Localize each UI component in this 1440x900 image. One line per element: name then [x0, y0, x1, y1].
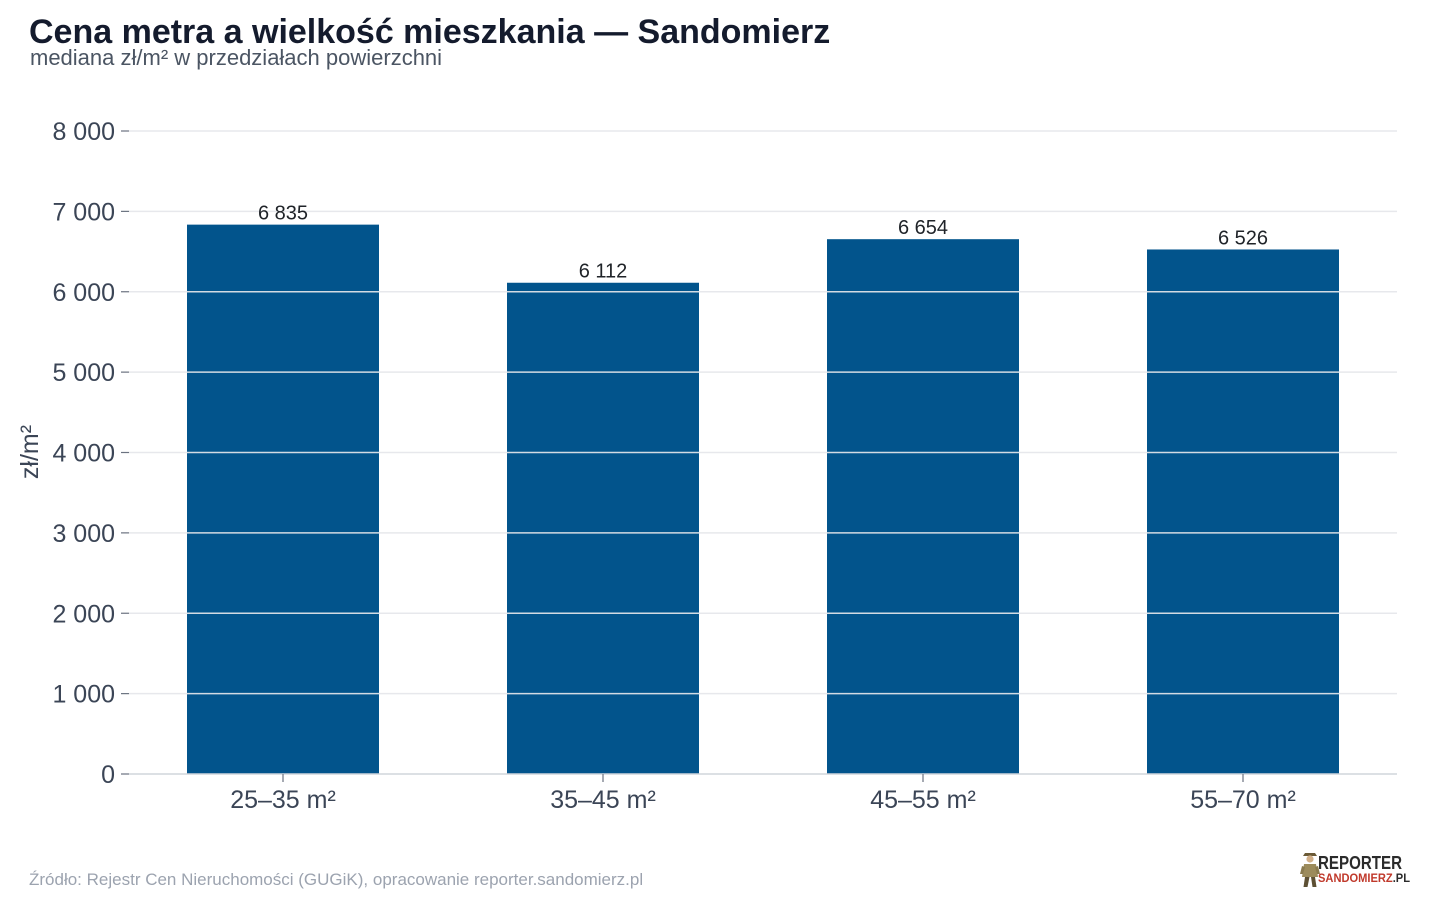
- chart-title: Cena metra a wielkość mieszkania — Sando…: [29, 13, 831, 51]
- gridlines-layer: [129, 130, 1397, 695]
- y-tick-label-3000: 3 000: [52, 520, 115, 548]
- bars-layer: [187, 224, 1339, 775]
- x-tick-label-1: 25–35 m²: [230, 786, 336, 814]
- labels-layer: 6 835 25–35 m² 6 112 35–45 m² 6 654 45–55 m² 6…: [52, 118, 1295, 814]
- logo-tld: .PL: [1393, 871, 1410, 885]
- data-label-2: 6 112: [579, 261, 628, 283]
- y-tick-label-2000: 2 000: [52, 600, 115, 628]
- bar-1: [187, 224, 379, 775]
- logo-domain: SANDOMIERZ: [1318, 871, 1393, 885]
- y-tick-label-6000: 6 000: [52, 279, 115, 307]
- x-tick-label-3: 45–55 m²: [870, 786, 976, 814]
- y-tick-label-5000: 5 000: [52, 359, 115, 387]
- y-tick-label-1000: 1 000: [52, 681, 115, 709]
- bar-2: [507, 282, 699, 774]
- y-tick-label-0: 0: [101, 761, 115, 789]
- bar-3: [827, 239, 1019, 774]
- logo-wordmark-bottom: SANDOMIERZ.PL: [1318, 871, 1410, 885]
- y-tick-label-4000: 4 000: [52, 440, 115, 468]
- y-axis-title: zł/m²: [16, 425, 44, 479]
- x-tick-label-4: 55–70 m²: [1190, 786, 1296, 814]
- data-label-4: 6 526: [1218, 227, 1268, 249]
- data-label-1: 6 835: [258, 203, 308, 225]
- logo-wordmark-top: REPORTER: [1318, 853, 1402, 873]
- reporter-sandomierz-logo: REPORTER SANDOMIERZ.PL: [1300, 853, 1410, 887]
- reporter-figure-icon: [1300, 853, 1320, 887]
- bar-4: [1147, 249, 1339, 774]
- axes-layer: [121, 130, 1397, 782]
- x-tick-label-2: 35–45 m²: [550, 786, 656, 814]
- y-tick-label-7000: 7 000: [52, 198, 115, 226]
- y-tick-label-8000: 8 000: [52, 118, 115, 146]
- data-label-3: 6 654: [898, 217, 948, 239]
- chart-subtitle: mediana zł/m² w przedziałach powierzchni: [30, 45, 443, 70]
- source-note: Źródło: Rejestr Cen Nieruchomości (GUGiK…: [29, 870, 644, 889]
